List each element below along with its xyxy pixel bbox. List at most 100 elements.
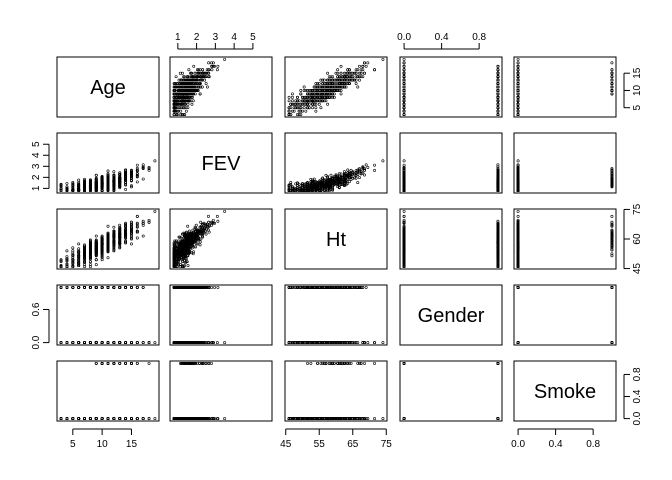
point-age-vs-ht xyxy=(290,92,294,96)
point-age-vs-fev xyxy=(192,78,196,82)
point-age-vs-ht xyxy=(351,75,355,79)
point-age-vs-fev xyxy=(193,71,197,75)
point-age-vs-smoke xyxy=(610,61,614,65)
point-age-vs-smoke xyxy=(516,71,520,75)
point-age-vs-ht xyxy=(352,71,356,75)
point-age-vs-ht xyxy=(297,113,301,117)
point-age-vs-ht xyxy=(331,95,335,99)
point-fev-vs-ht xyxy=(373,168,376,172)
point-age-vs-ht xyxy=(336,71,340,75)
panel-fev-vs-gender xyxy=(399,132,503,194)
point-age-vs-smoke xyxy=(516,106,520,110)
point-age-vs-fev xyxy=(179,109,183,113)
point-age-vs-ht xyxy=(358,64,361,68)
point-age-vs-fev xyxy=(182,92,185,96)
point-age-vs-fev xyxy=(192,92,196,96)
point-age-vs-ht xyxy=(290,99,294,103)
point-age-vs-fev xyxy=(188,95,192,99)
point-age-vs-ht xyxy=(307,88,311,92)
point-age-vs-ht xyxy=(359,71,363,75)
point-fev-vs-age xyxy=(124,187,128,191)
point-age-vs-fev xyxy=(173,106,177,110)
panel-gender-vs-fev xyxy=(169,284,273,346)
point-age-vs-smoke xyxy=(516,113,520,117)
point-age-vs-ht xyxy=(321,78,325,82)
panel-age-vs-ht xyxy=(284,56,388,118)
point-age-vs-fev xyxy=(200,78,204,82)
point-age-vs-fev xyxy=(175,95,179,99)
point-fev-vs-age xyxy=(135,180,139,184)
point-age-vs-fev xyxy=(194,88,198,92)
point-fev-vs-gender xyxy=(402,159,406,163)
panel-ht-vs-age xyxy=(56,208,160,270)
panel-smoke-vs-gender xyxy=(399,360,503,422)
point-age-vs-fev xyxy=(184,85,188,89)
panel-ht-vs-ht xyxy=(284,208,388,270)
point-age-vs-ht xyxy=(314,95,318,99)
point-fev-vs-smoke xyxy=(516,159,520,163)
point-age-vs-fev xyxy=(179,82,183,86)
point-age-vs-fev xyxy=(179,113,182,117)
point-age-vs-ht xyxy=(287,109,291,113)
point-age-vs-gender xyxy=(496,75,500,79)
point-fev-vs-ht xyxy=(356,181,360,185)
point-age-vs-fev xyxy=(189,71,193,75)
point-age-vs-fev xyxy=(187,92,191,96)
point-age-vs-ht xyxy=(334,78,338,82)
point-age-vs-smoke xyxy=(516,99,520,103)
point-age-vs-fev xyxy=(172,113,176,117)
point-age-vs-ht xyxy=(354,75,358,79)
panel-fev-vs-smoke xyxy=(513,132,617,194)
point-age-vs-fev xyxy=(191,85,195,89)
point-age-vs-ht xyxy=(381,57,385,61)
point-age-vs-ht xyxy=(302,85,306,89)
point-age-vs-fev xyxy=(180,88,184,92)
point-fev-vs-ht xyxy=(366,166,370,169)
point-age-vs-ht xyxy=(319,106,323,110)
point-age-vs-fev xyxy=(184,109,188,113)
point-age-vs-fev xyxy=(196,78,199,82)
panels-layer xyxy=(56,56,617,422)
point-age-vs-ht xyxy=(307,102,311,106)
point-age-vs-gender xyxy=(496,106,500,110)
point-age-vs-smoke xyxy=(610,75,614,79)
point-age-vs-fev xyxy=(186,88,190,92)
point-age-vs-fev xyxy=(177,82,181,86)
panel-fev-vs-ht xyxy=(284,132,388,194)
point-age-vs-fev xyxy=(195,82,199,86)
point-age-vs-ht xyxy=(299,109,303,113)
point-age-vs-fev xyxy=(190,82,194,86)
panel-gender-vs-ht xyxy=(284,284,388,346)
point-age-vs-ht xyxy=(327,75,331,79)
point-age-vs-ht xyxy=(316,95,320,99)
point-age-vs-fev xyxy=(194,75,198,79)
point-age-vs-ht xyxy=(336,82,340,86)
point-age-vs-fev xyxy=(184,106,188,110)
point-age-vs-fev xyxy=(185,88,189,92)
point-age-vs-ht xyxy=(322,99,326,103)
point-age-vs-fev xyxy=(215,68,219,72)
panel-gender-vs-age xyxy=(56,284,160,346)
point-fev-vs-age xyxy=(106,169,110,173)
point-age-vs-fev xyxy=(216,64,220,68)
point-age-vs-ht xyxy=(358,78,361,82)
point-fev-vs-ht xyxy=(358,176,361,180)
point-age-vs-gender xyxy=(496,92,500,96)
point-age-vs-ht xyxy=(301,102,304,106)
point-age-vs-ht xyxy=(334,71,338,75)
point-age-vs-ht xyxy=(347,82,351,86)
point-age-vs-ht xyxy=(339,71,343,75)
point-age-vs-gender xyxy=(496,113,500,117)
point-age-vs-fev xyxy=(176,85,180,89)
point-age-vs-fev xyxy=(187,99,191,103)
point-age-vs-fev xyxy=(184,95,188,99)
panel-smoke-vs-smoke xyxy=(513,360,617,422)
point-age-vs-fev xyxy=(190,92,194,96)
point-age-vs-fev xyxy=(183,102,187,106)
point-age-vs-fev xyxy=(200,85,204,89)
point-fev-vs-gender xyxy=(402,163,406,167)
point-age-vs-fev xyxy=(192,64,196,68)
point-age-vs-fev xyxy=(191,75,195,79)
point-age-vs-fev xyxy=(198,71,201,75)
point-age-vs-fev xyxy=(182,113,186,117)
